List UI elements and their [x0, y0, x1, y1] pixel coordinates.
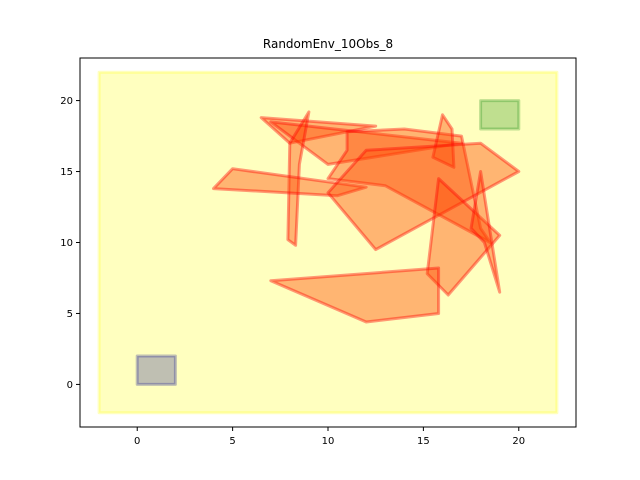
y-axis-ticks: 0 5 10 15 20 — [60, 96, 80, 391]
obstacle-4 — [212, 167, 368, 198]
x-tick-label: 0 — [134, 436, 140, 447]
x-tick-label: 20 — [512, 436, 525, 447]
y-tick-label: 15 — [60, 167, 73, 178]
regions-layer — [97, 70, 559, 415]
start-region — [135, 354, 177, 386]
obstacle-1 — [259, 116, 378, 145]
obstacle-10 — [469, 170, 502, 294]
plot-area — [97, 70, 559, 415]
environment-boundary — [97, 70, 559, 415]
y-tick-label: 10 — [60, 238, 73, 249]
obstacles-layer — [212, 110, 521, 324]
obstacle-6 — [431, 113, 456, 169]
obstacle-5 — [326, 127, 492, 244]
y-tick-label: 20 — [60, 96, 73, 107]
y-tick-label: 0 — [67, 380, 73, 391]
chart-title: RandomEnv_10Obs_8 — [263, 37, 393, 51]
x-tick-label: 10 — [322, 436, 335, 447]
x-tick-label: 5 — [229, 436, 235, 447]
x-tick-label: 15 — [417, 436, 430, 447]
obstacle-3 — [286, 110, 311, 247]
obstacle-2 — [269, 120, 463, 166]
x-axis-ticks: 0 5 10 15 20 — [134, 427, 525, 447]
obstacle-9 — [269, 266, 441, 324]
obstacle-8 — [425, 177, 502, 297]
y-tick-label: 5 — [67, 309, 73, 320]
goal-region — [479, 99, 521, 131]
obstacle-7 — [326, 141, 521, 252]
